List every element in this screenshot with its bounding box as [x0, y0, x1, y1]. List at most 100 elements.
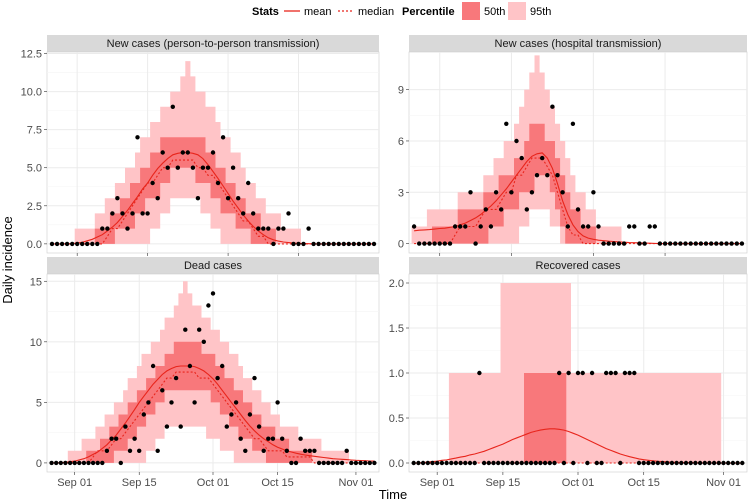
observed-point	[293, 460, 299, 466]
observed-point	[616, 241, 622, 246]
observed-point	[417, 241, 422, 246]
x-tick-label: Oct 15	[628, 477, 660, 489]
observed-point	[608, 370, 614, 376]
observed-point	[724, 241, 729, 246]
observed-point	[622, 370, 628, 376]
observed-point	[54, 241, 60, 247]
y-tick-label: 3	[398, 187, 404, 199]
facet-panel-4: Recovered cases 0.0 0.5 1.0 1.5 2.0 Sep 01 Sep …	[389, 257, 748, 489]
observed-point	[296, 241, 301, 247]
observed-point	[110, 211, 115, 216]
observed-point	[435, 460, 440, 466]
observed-point	[463, 224, 468, 229]
observed-point	[150, 180, 155, 186]
observed-point	[604, 370, 609, 376]
legend-mean-label: mean	[304, 6, 332, 18]
observed-point	[693, 460, 698, 466]
facet-strip	[409, 257, 747, 274]
observed-point	[100, 460, 105, 466]
observed-point	[594, 460, 599, 466]
y-tick-label: 10.0	[21, 87, 42, 99]
observed-point	[432, 241, 437, 246]
facet-strip	[409, 35, 747, 52]
legend: Stats mean median Percentile 50th 95th	[252, 2, 551, 20]
observed-point	[72, 460, 77, 466]
x-tick-label: Sep 01	[420, 477, 455, 489]
observed-point	[229, 412, 234, 417]
observed-point	[238, 436, 243, 441]
observed-point	[555, 173, 560, 178]
observed-point	[585, 460, 590, 466]
observed-point	[589, 370, 595, 376]
observed-point	[330, 460, 336, 466]
observed-point	[125, 226, 130, 231]
observed-point	[241, 211, 246, 216]
observed-point	[146, 400, 151, 405]
observed-point	[491, 460, 496, 466]
observed-point	[316, 241, 321, 247]
observed-point	[514, 460, 520, 466]
observed-point	[201, 339, 206, 344]
facet-strip	[47, 257, 379, 274]
observed-point	[336, 241, 341, 247]
observed-point	[679, 460, 684, 466]
observed-point	[306, 226, 311, 231]
observed-point	[252, 375, 257, 381]
observed-point	[606, 241, 611, 246]
observed-point	[641, 460, 646, 466]
observed-point	[702, 460, 707, 466]
observed-point	[141, 412, 146, 417]
legend-p95-swatch	[508, 2, 526, 20]
observed-point	[540, 155, 545, 161]
observed-point	[246, 180, 251, 186]
observed-point	[104, 448, 110, 453]
median-line	[52, 159, 374, 245]
observed-point	[215, 375, 220, 381]
observed-point	[683, 460, 689, 466]
observed-point	[707, 460, 712, 466]
observed-point	[500, 460, 506, 466]
legend-stats-title: Stats	[252, 6, 279, 18]
observed-point	[673, 241, 678, 246]
observed-point	[275, 400, 280, 405]
facet-panels: New cases (person-to-person transmission…	[21, 35, 748, 489]
observed-point	[447, 241, 453, 246]
y-tick-label: 5.0	[27, 163, 42, 175]
observed-point	[601, 241, 606, 246]
observed-point	[59, 241, 65, 247]
observed-point	[740, 460, 745, 466]
observed-point	[528, 460, 534, 466]
observed-point	[493, 190, 499, 195]
observed-point	[351, 241, 356, 247]
observed-point	[411, 224, 417, 229]
y-tick-label: 7.5	[27, 125, 42, 137]
observed-point	[560, 190, 565, 195]
observed-point	[439, 460, 445, 466]
x-tick-label: Oct 01	[197, 477, 229, 489]
observed-point	[145, 211, 150, 216]
observed-point	[175, 165, 180, 170]
y-tick-label: 15	[30, 276, 42, 288]
observed-point	[75, 241, 80, 247]
observed-point	[63, 460, 68, 466]
observed-point	[312, 448, 317, 453]
x-tick-label: Sep 15	[122, 477, 157, 489]
observed-point	[58, 460, 63, 466]
observed-point	[135, 135, 140, 140]
observed-point	[353, 460, 359, 466]
observed-point	[190, 165, 196, 170]
observed-point	[276, 226, 281, 231]
observed-point	[735, 460, 740, 466]
observed-point	[289, 460, 294, 466]
observed-point	[468, 190, 473, 195]
observed-point	[67, 460, 73, 466]
legend-p95-label: 95th	[530, 6, 551, 18]
observed-point	[496, 460, 501, 466]
facet-panel-2: New cases (hospital transmission)0369Sep…	[398, 35, 748, 270]
observed-point	[247, 412, 253, 417]
observed-point	[481, 460, 487, 466]
observed-point	[123, 424, 128, 429]
observed-point	[719, 241, 724, 246]
observed-point	[637, 241, 642, 246]
observed-point	[739, 241, 745, 246]
